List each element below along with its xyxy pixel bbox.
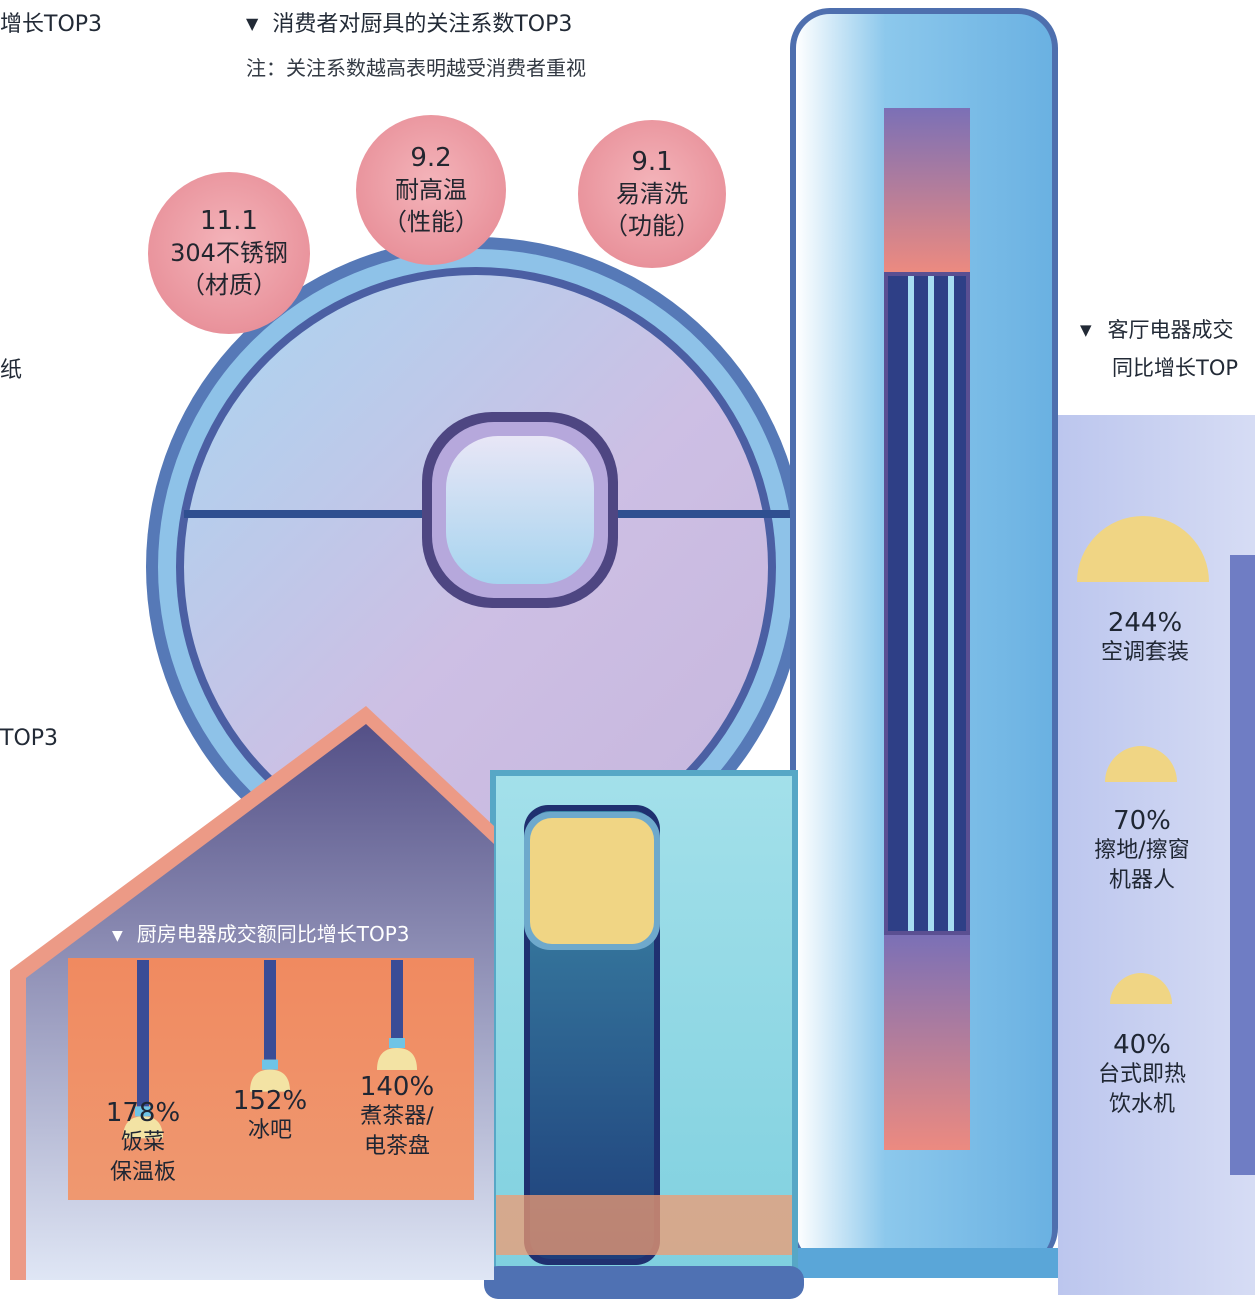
living-chart-title-line2: 同比增长TOP bbox=[1112, 356, 1239, 380]
bubble-value: 11.1 bbox=[200, 206, 258, 236]
bubble-chart-title-text: 消费者对厨具的关注系数TOP3 bbox=[272, 12, 573, 37]
fridge bbox=[484, 770, 804, 1299]
living-item-3: 40% 台式即热 饮水机 bbox=[1098, 1030, 1186, 1120]
pct-label: 178% bbox=[105, 1098, 181, 1128]
triangle-down-icon: ▼ bbox=[1080, 321, 1092, 339]
bubble-performance: 9.2 耐高温 （性能） bbox=[356, 115, 506, 265]
pct-label: 244% bbox=[1107, 608, 1183, 638]
item-label-line1: 冰吧 bbox=[247, 1118, 292, 1143]
lamp-shade bbox=[123, 1116, 163, 1139]
left-partial-1: 纸 bbox=[0, 358, 23, 383]
item-label-line2: 保温板 bbox=[109, 1160, 176, 1185]
kitchen-lamps bbox=[123, 960, 417, 1139]
item-label-line2: 机器人 bbox=[1108, 868, 1176, 893]
left-partial-2: TOP3 bbox=[0, 726, 59, 751]
bubble-category: （性能） bbox=[383, 208, 479, 236]
lamp-cord bbox=[264, 960, 276, 1060]
bubble-material: 11.1 304不锈钢 （材质） bbox=[148, 172, 310, 334]
lamp-shade bbox=[377, 1048, 417, 1070]
item-label-line1: 饭菜 bbox=[120, 1130, 165, 1155]
bubble-category: （功能） bbox=[604, 212, 700, 240]
item-label-line1: 台式即热 bbox=[1097, 1062, 1187, 1087]
kitchen-house bbox=[10, 706, 494, 1280]
lamp-cap bbox=[262, 1059, 278, 1070]
lamp-cap bbox=[389, 1038, 405, 1048]
lamp-cap bbox=[135, 1106, 151, 1117]
bubble-chart-note: 注：关注系数越高表明越受消费者重视 bbox=[246, 56, 586, 80]
kitchen-chart-title: ▼ 厨房电器成交额同比增长TOP3 bbox=[112, 918, 410, 947]
item-label-line1: 擦地/擦窗 bbox=[1094, 838, 1190, 863]
lamp-cord bbox=[137, 960, 149, 1107]
item-label-line2: 电茶盘 bbox=[363, 1134, 430, 1159]
pct-label: 152% bbox=[232, 1086, 308, 1116]
pct-label: 40% bbox=[1113, 1030, 1171, 1060]
item-label-line1: 煮茶器/ bbox=[360, 1104, 434, 1129]
header-left-partial: 增长TOP3 bbox=[0, 12, 103, 37]
living-item-2: 70% 擦地/擦窗 机器人 bbox=[1094, 806, 1189, 896]
bubble-label: 易清洗 bbox=[616, 180, 688, 208]
pct-label: 140% bbox=[359, 1072, 435, 1102]
triangle-down-icon: ▼ bbox=[112, 928, 123, 944]
bubble-category: （材质） bbox=[181, 271, 277, 299]
living-item-1: 244% 空调套装 bbox=[1101, 608, 1189, 668]
pct-label: 70% bbox=[1113, 806, 1171, 836]
lamp-shade bbox=[250, 1069, 290, 1092]
kitchen-chart-title-text: 厨房电器成交额同比增长TOP3 bbox=[136, 922, 410, 946]
living-chart-title: ▼ 客厅电器成交 同比增长TOP bbox=[1080, 312, 1238, 386]
bubble-function: 9.1 易清洗 （功能） bbox=[578, 120, 726, 268]
bubble-label: 耐高温 bbox=[395, 176, 467, 204]
bubble-label: 304不锈钢 bbox=[170, 239, 288, 267]
kitchen-item-3: 140% 煮茶器/ 电茶盘 bbox=[360, 1072, 434, 1162]
triangle-down-icon: ▼ bbox=[246, 14, 259, 33]
bubble-value: 9.1 bbox=[631, 147, 673, 177]
kitchen-item-2: 152% 冰吧 bbox=[233, 1086, 307, 1146]
tall-cabinet bbox=[790, 8, 1058, 1278]
item-label-line2: 饮水机 bbox=[1108, 1092, 1176, 1117]
bubble-chart-title: ▼ 消费者对厨具的关注系数TOP3 bbox=[246, 6, 572, 38]
living-chart-title-line1: 客厅电器成交 bbox=[1107, 318, 1234, 342]
bubble-value: 9.2 bbox=[410, 143, 452, 173]
kitchen-item-1: 178% 饭菜 保温板 bbox=[106, 1098, 180, 1188]
robot-vacuum bbox=[146, 237, 806, 897]
item-label-line1: 空调套装 bbox=[1100, 640, 1190, 665]
lamp-cord bbox=[391, 960, 403, 1038]
